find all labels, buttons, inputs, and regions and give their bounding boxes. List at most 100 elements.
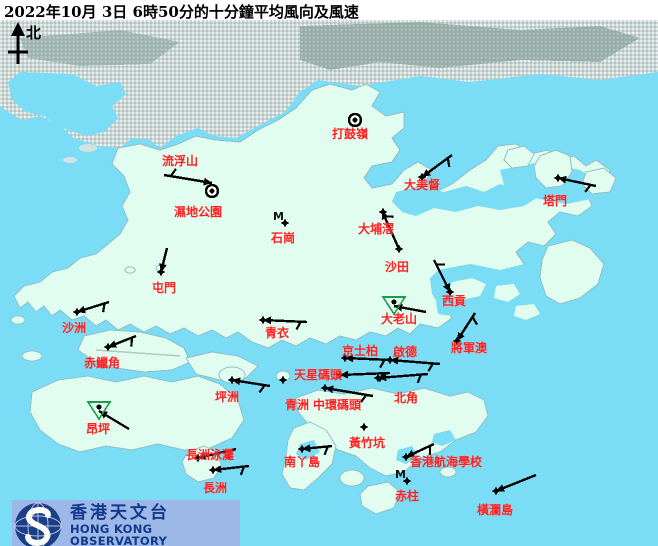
station-dot-icon[interactable] xyxy=(297,444,307,454)
highland-station-triangle-icon[interactable] xyxy=(381,296,407,316)
nw-islet xyxy=(10,315,26,325)
station-group[interactable] xyxy=(193,447,237,463)
station-name-label: 昂坪 xyxy=(86,422,111,436)
station-dot-icon[interactable] xyxy=(156,267,166,277)
station-name-label: 中環碼頭 xyxy=(313,398,362,412)
station-group[interactable] xyxy=(359,422,369,432)
mainland-hill-shading xyxy=(300,22,640,70)
station-name-label: 沙洲 xyxy=(62,321,87,335)
station-group[interactable] xyxy=(553,173,597,193)
station-group[interactable] xyxy=(204,183,220,199)
station-dot-icon[interactable] xyxy=(359,422,369,432)
wind-barb-arrowhead xyxy=(422,169,431,177)
victoria-harbour-water xyxy=(246,358,486,398)
station-group[interactable] xyxy=(452,312,478,346)
station-bullseye-center xyxy=(352,117,358,123)
station-group[interactable] xyxy=(432,259,455,297)
station-group[interactable] xyxy=(385,355,441,372)
station-dot-icon[interactable] xyxy=(445,287,455,297)
wind-barb-feather xyxy=(227,450,232,460)
station-group[interactable] xyxy=(208,464,250,476)
station-group[interactable] xyxy=(347,112,363,128)
station-group[interactable] xyxy=(340,353,392,369)
lantau-island xyxy=(29,375,245,453)
north-arrow-icon xyxy=(8,22,28,64)
station-name-label: 打鼓嶺 xyxy=(332,127,369,141)
station-dot-icon[interactable] xyxy=(340,353,350,363)
station-dot-icon[interactable] xyxy=(193,453,203,463)
station-bullseye-center xyxy=(209,188,215,194)
map-canvas[interactable]: 北 打鼓嶺 流浮山 濕地公園 M 石崗 大美督 塔門 大埔滘 沙田 屯門 沙洲 赤鱲角 昂坪 大老山 西貢將… xyxy=(0,20,658,546)
station-group[interactable] xyxy=(227,375,271,394)
station-group[interactable] xyxy=(401,442,435,462)
station-dot-icon[interactable] xyxy=(278,375,288,385)
station-name-label: 香港航海學校 xyxy=(410,455,483,469)
station-name-label: 大埔滘 xyxy=(358,222,395,236)
wind-barb-arrowhead xyxy=(99,411,108,419)
station-group[interactable] xyxy=(297,444,333,456)
station-dot-icon[interactable] xyxy=(394,244,404,254)
sha-chau-island xyxy=(21,350,43,362)
sai-kung-inner-water xyxy=(436,298,462,316)
station-name-label: 流浮山 xyxy=(162,154,199,168)
station-dot-icon[interactable] xyxy=(373,373,383,383)
ne-islet-1 xyxy=(503,145,535,169)
station-dot-icon[interactable] xyxy=(72,307,82,317)
wind-barb-feather xyxy=(416,374,423,384)
station-group[interactable] xyxy=(402,476,412,486)
station-name-label: 北角 xyxy=(394,391,419,405)
station-group[interactable] xyxy=(103,334,137,352)
station-dot-icon[interactable] xyxy=(385,355,395,365)
wind-barb-feather xyxy=(239,466,245,476)
wind-barb-shaft xyxy=(339,371,391,377)
station-dot-icon[interactable] xyxy=(401,452,411,462)
station-group[interactable] xyxy=(280,218,290,228)
wind-barb-arrowhead xyxy=(263,316,272,325)
station-name-label: 將軍澳 xyxy=(451,341,488,355)
station-dot-icon[interactable] xyxy=(417,172,427,182)
station-name-label: 長洲泳灘 xyxy=(186,448,235,462)
wind-barb-arrowhead xyxy=(108,340,117,348)
station-group[interactable] xyxy=(86,401,130,431)
station-name-label: 屯門 xyxy=(152,281,177,295)
wind-barb-arrowhead xyxy=(496,484,505,492)
station-group[interactable] xyxy=(163,168,213,186)
south-islets xyxy=(359,481,401,515)
station-group[interactable] xyxy=(417,154,453,182)
wind-barb-arrowhead xyxy=(232,377,241,386)
station-group[interactable] xyxy=(72,300,110,317)
station-group[interactable] xyxy=(381,296,427,316)
station-dot-icon[interactable] xyxy=(452,336,462,346)
station-dot-icon[interactable] xyxy=(208,465,218,475)
station-name-label: 石崗 xyxy=(271,231,296,245)
station-name-label: 南丫島 xyxy=(284,455,321,469)
station-name-label: 長洲 xyxy=(203,481,228,495)
station-name-label: 赤鱲角 xyxy=(84,356,121,370)
logo-chinese-text: 香港天文台 xyxy=(70,503,170,523)
station-dot-icon[interactable] xyxy=(491,486,501,496)
page-title: 2022年10月 3日 6時50分的十分鐘平均風向及風速 xyxy=(4,3,359,21)
station-group[interactable] xyxy=(278,375,288,385)
station-dot-icon[interactable] xyxy=(280,218,290,228)
station-dot-icon[interactable] xyxy=(227,375,237,385)
station-dot-icon xyxy=(96,404,102,410)
wind-barb-arrowhead xyxy=(345,354,354,363)
station-name-label: 西貢 xyxy=(442,294,467,308)
station-group[interactable] xyxy=(373,372,429,384)
station-dot-icon[interactable] xyxy=(553,173,563,183)
station-group[interactable] xyxy=(258,315,308,331)
station-group[interactable] xyxy=(156,247,169,277)
wind-barb-arrowhead xyxy=(457,332,465,341)
station-dot-icon[interactable] xyxy=(103,342,113,352)
station-dot-icon[interactable] xyxy=(402,476,412,486)
station-dot-icon[interactable] xyxy=(335,370,345,380)
station-dot-icon[interactable] xyxy=(320,383,330,393)
station-name-label: 沙田 xyxy=(385,260,410,274)
station-group[interactable] xyxy=(380,210,404,254)
highland-station-triangle-icon[interactable] xyxy=(86,401,112,421)
station-group[interactable] xyxy=(320,383,374,403)
station-dot-icon[interactable] xyxy=(258,315,268,325)
station-name-label: 坪洲 xyxy=(215,390,240,404)
station-group[interactable] xyxy=(491,473,537,496)
